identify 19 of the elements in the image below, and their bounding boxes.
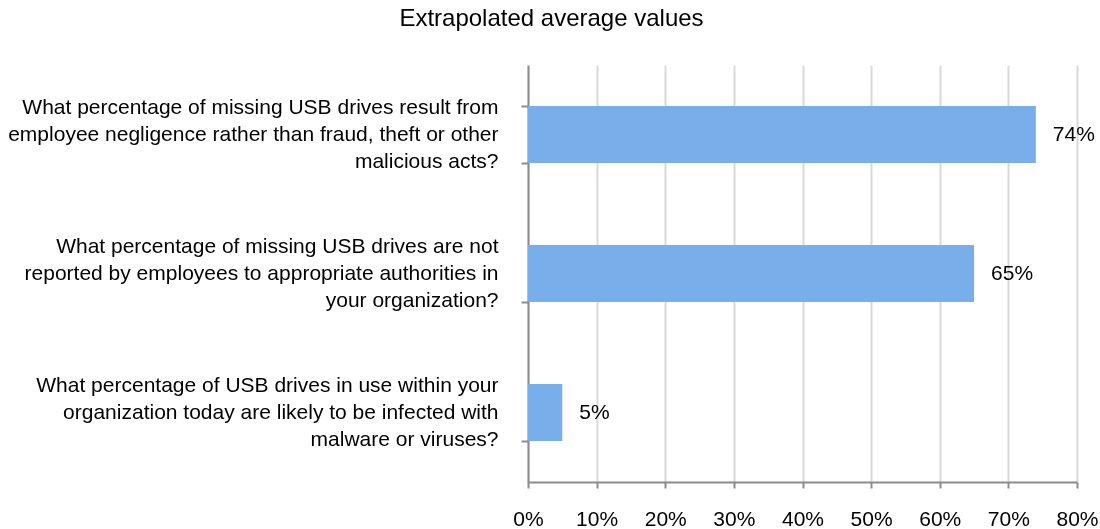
x-tick-label: 50% [850, 506, 893, 529]
bar [528, 106, 1036, 163]
x-tick-label: 60% [919, 506, 962, 529]
data-label: 65% [991, 260, 1034, 284]
bar [528, 384, 563, 441]
x-tick-label: 20% [644, 506, 687, 529]
chart-title: Extrapolated average values [399, 4, 704, 31]
data-label: 74% [1052, 121, 1095, 145]
x-tick-label: 70% [987, 506, 1030, 529]
y-tick-label: What percentage of missing USB drives are not reported by employees to appropriate authorities in your organization? [24, 234, 499, 311]
y-tick-label: What percentage of USB drives in use within your organization today are likely to be infected with malware or viruses? [36, 373, 499, 450]
x-tick-label: 40% [781, 506, 825, 529]
y-tick-label: What percentage of missing USB drives result from employee negligence rather than fraud, theft or other malicious acts? [8, 95, 499, 172]
bar [528, 245, 975, 302]
x-tick-label: 30% [713, 506, 756, 529]
x-tick-label: 0% [513, 506, 544, 529]
x-tick-label: 80% [1056, 506, 1099, 529]
x-tick-label: 10% [576, 506, 619, 529]
data-label: 5% [579, 399, 610, 423]
